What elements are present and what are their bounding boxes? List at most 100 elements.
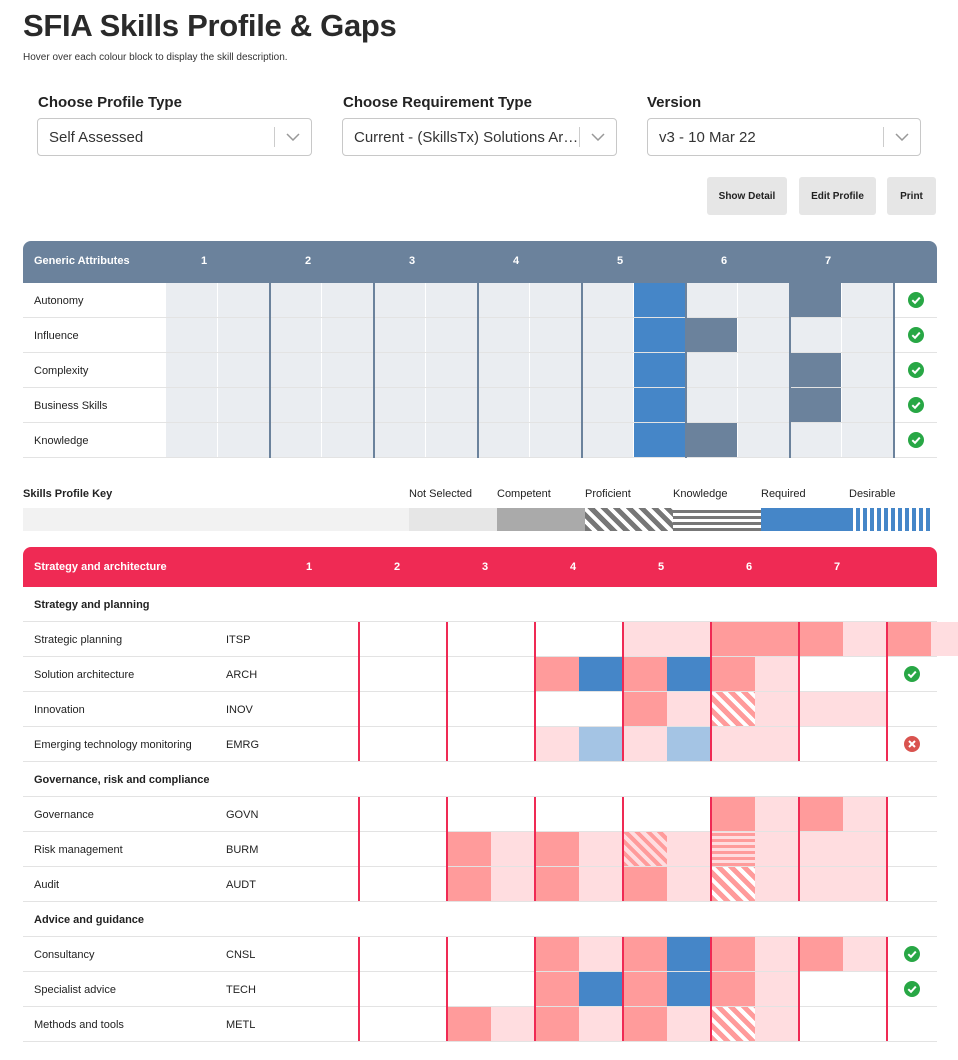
- attribute-cell[interactable]: [374, 353, 425, 387]
- skill-label[interactable]: Emerging technology monitoring: [34, 739, 192, 751]
- attribute-cell[interactable]: [166, 353, 217, 387]
- skill-cell[interactable]: [447, 832, 491, 866]
- attribute-cell[interactable]: [582, 423, 633, 457]
- attribute-cell[interactable]: [634, 423, 685, 457]
- skill-label[interactable]: Risk management: [34, 844, 123, 856]
- skill-cell[interactable]: [667, 622, 711, 656]
- attribute-cell[interactable]: [582, 283, 633, 317]
- skill-cell[interactable]: [579, 657, 623, 691]
- attribute-cell[interactable]: [582, 353, 633, 387]
- attribute-cell[interactable]: [426, 388, 477, 422]
- skill-cell[interactable]: [623, 972, 667, 1006]
- skill-label[interactable]: Consultancy: [34, 949, 95, 961]
- attribute-cell[interactable]: [166, 283, 217, 317]
- skill-cell[interactable]: [667, 692, 711, 726]
- skill-cell[interactable]: [755, 797, 799, 831]
- attribute-cell[interactable]: [738, 353, 789, 387]
- attribute-cell[interactable]: [478, 353, 529, 387]
- skill-cell[interactable]: [755, 692, 799, 726]
- attribute-cell[interactable]: [842, 423, 893, 457]
- skill-cell[interactable]: [535, 867, 579, 901]
- skill-cell[interactable]: [711, 1007, 755, 1041]
- attribute-cell[interactable]: [270, 388, 321, 422]
- attribute-cell[interactable]: [322, 283, 373, 317]
- requirement-type-select[interactable]: Current - (SkillsTx) Solutions Architect: [342, 118, 617, 156]
- skill-cell[interactable]: [623, 727, 667, 761]
- attribute-cell[interactable]: [738, 283, 789, 317]
- attribute-cell[interactable]: [322, 318, 373, 352]
- attribute-cell[interactable]: [218, 318, 269, 352]
- chevron-down-icon[interactable]: [580, 133, 616, 141]
- skill-cell[interactable]: [491, 867, 535, 901]
- attribute-cell[interactable]: [582, 388, 633, 422]
- skill-cell[interactable]: [711, 797, 755, 831]
- skill-cell[interactable]: [799, 797, 843, 831]
- attribute-cell[interactable]: [582, 318, 633, 352]
- skill-cell[interactable]: [843, 692, 887, 726]
- attribute-cell[interactable]: [322, 423, 373, 457]
- attribute-cell[interactable]: [218, 283, 269, 317]
- attribute-cell[interactable]: [166, 423, 217, 457]
- skill-cell[interactable]: [711, 727, 755, 761]
- attribute-cell[interactable]: [842, 353, 893, 387]
- skill-cell[interactable]: [711, 657, 755, 691]
- attribute-cell[interactable]: [374, 423, 425, 457]
- attribute-cell[interactable]: [530, 388, 581, 422]
- skill-label[interactable]: Audit: [34, 879, 60, 891]
- skill-cell[interactable]: [843, 867, 887, 901]
- skill-cell[interactable]: [843, 832, 887, 866]
- skill-cell[interactable]: [843, 622, 887, 656]
- attribute-cell[interactable]: [374, 388, 425, 422]
- skill-cell[interactable]: [711, 832, 755, 866]
- skill-cell[interactable]: [755, 867, 799, 901]
- skill-cell[interactable]: [711, 692, 755, 726]
- skill-label[interactable]: Methods and tools: [34, 1019, 124, 1031]
- attribute-cell[interactable]: [478, 388, 529, 422]
- skill-cell[interactable]: [887, 622, 931, 656]
- attribute-cell[interactable]: [634, 283, 685, 317]
- attribute-cell[interactable]: [634, 318, 685, 352]
- skill-cell[interactable]: [799, 867, 843, 901]
- skill-cell[interactable]: [843, 937, 887, 971]
- skill-cell[interactable]: [579, 832, 623, 866]
- attribute-cell[interactable]: [686, 423, 737, 457]
- skill-cell[interactable]: [667, 727, 711, 761]
- skill-cell[interactable]: [579, 727, 623, 761]
- attribute-cell[interactable]: [270, 353, 321, 387]
- attribute-cell[interactable]: [842, 318, 893, 352]
- attribute-cell[interactable]: [530, 353, 581, 387]
- skill-cell[interactable]: [799, 832, 843, 866]
- attribute-cell[interactable]: [166, 388, 217, 422]
- attribute-cell[interactable]: [686, 353, 737, 387]
- attribute-cell[interactable]: [322, 388, 373, 422]
- attribute-cell[interactable]: [686, 318, 737, 352]
- attribute-cell[interactable]: [738, 423, 789, 457]
- skill-cell[interactable]: [623, 937, 667, 971]
- attribute-cell[interactable]: [426, 353, 477, 387]
- attribute-cell[interactable]: [738, 388, 789, 422]
- skill-cell[interactable]: [535, 937, 579, 971]
- attribute-cell[interactable]: [218, 353, 269, 387]
- attribute-cell[interactable]: [790, 353, 841, 387]
- attribute-cell[interactable]: [634, 353, 685, 387]
- skill-cell[interactable]: [799, 937, 843, 971]
- attribute-cell[interactable]: [842, 283, 893, 317]
- attribute-cell[interactable]: [530, 283, 581, 317]
- attribute-cell[interactable]: [790, 388, 841, 422]
- attribute-cell[interactable]: [270, 283, 321, 317]
- attribute-cell[interactable]: [738, 318, 789, 352]
- skill-cell[interactable]: [579, 1007, 623, 1041]
- attribute-cell[interactable]: [478, 318, 529, 352]
- skill-cell[interactable]: [579, 937, 623, 971]
- attribute-cell[interactable]: [634, 388, 685, 422]
- skill-label[interactable]: Solution architecture: [34, 669, 135, 681]
- attribute-cell[interactable]: [322, 353, 373, 387]
- skill-cell[interactable]: [491, 832, 535, 866]
- skill-cell[interactable]: [755, 727, 799, 761]
- attribute-cell[interactable]: [790, 283, 841, 317]
- skill-cell[interactable]: [711, 972, 755, 1006]
- skill-cell[interactable]: [667, 657, 711, 691]
- chevron-down-icon[interactable]: [275, 133, 311, 141]
- skill-cell[interactable]: [931, 622, 958, 656]
- attribute-cell[interactable]: [686, 283, 737, 317]
